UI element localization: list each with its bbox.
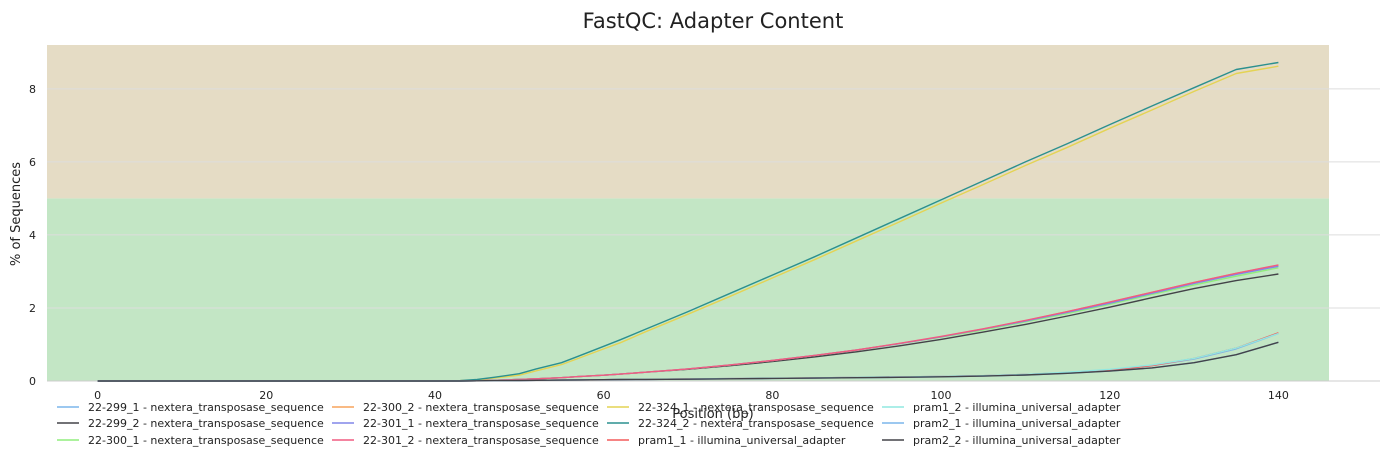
x-axis-ticks: 0 20 40 60 80 100 120 140: [94, 389, 1289, 402]
legend-item[interactable]: 22-324_2 - nextera_transposase_sequence: [607, 417, 874, 430]
legend-label: 22-300_2 - nextera_transposase_sequence: [363, 401, 599, 414]
legend-item[interactable]: 22-301_1 - nextera_transposase_sequence: [332, 417, 599, 430]
y-tick-label: 8: [29, 83, 36, 96]
legend: 22-299_1 - nextera_transposase_sequence 2…: [57, 401, 1121, 447]
legend-label: 22-300_1 - nextera_transposase_sequence: [88, 434, 324, 447]
legend-item[interactable]: 22-299_1 - nextera_transposase_sequence: [57, 401, 324, 414]
legend-label: 22-299_1 - nextera_transposase_sequence: [88, 401, 324, 414]
x-tick-label: 40: [428, 389, 442, 402]
legend-item[interactable]: 22-299_2 - nextera_transposase_sequence: [57, 417, 324, 430]
y-tick-label: 4: [29, 229, 36, 242]
x-tick-label: 80: [765, 389, 779, 402]
legend-label: 22-301_2 - nextera_transposase_sequence: [363, 434, 599, 447]
x-tick-label: 20: [259, 389, 273, 402]
legend-item[interactable]: 22-300_2 - nextera_transposase_sequence: [332, 401, 599, 414]
legend-item[interactable]: pram1_2 - illumina_universal_adapter: [882, 401, 1121, 414]
legend-label: pram2_2 - illumina_universal_adapter: [913, 434, 1121, 447]
legend-label: 22-301_1 - nextera_transposase_sequence: [363, 417, 599, 430]
legend-item[interactable]: pram2_2 - illumina_universal_adapter: [882, 434, 1121, 447]
legend-item[interactable]: 22-300_1 - nextera_transposase_sequence: [57, 434, 324, 447]
series-line-12: [97, 341, 1279, 382]
x-tick-label: 100: [931, 389, 952, 402]
legend-item[interactable]: pram1_1 - illumina_universal_adapter: [607, 434, 846, 447]
chart-title: FastQC: Adapter Content: [583, 9, 844, 33]
legend-item[interactable]: 22-324_1 - nextera_transposase_sequence: [607, 401, 874, 414]
legend-label: pram1_2 - illumina_universal_adapter: [913, 401, 1121, 414]
legend-label: 22-324_1 - nextera_transposase_sequence: [638, 401, 874, 414]
legend-label: pram1_1 - illumina_universal_adapter: [638, 434, 846, 447]
warn-band: [47, 45, 1329, 199]
legend-label: 22-324_2 - nextera_transposase_sequence: [638, 417, 874, 430]
legend-label: pram2_1 - illumina_universal_adapter: [913, 417, 1121, 430]
series-lines: [97, 61, 1279, 382]
y-axis-ticks: 0 2 4 6 8: [29, 83, 36, 388]
x-tick-label: 60: [597, 389, 611, 402]
legend-item[interactable]: 22-301_2 - nextera_transposase_sequence: [332, 434, 599, 447]
x-tick-label: 140: [1268, 389, 1289, 402]
x-tick-label: 0: [94, 389, 101, 402]
pass-band: [47, 198, 1329, 381]
x-axis-label: Position (bp): [672, 407, 753, 422]
threshold-bands: [47, 45, 1329, 381]
y-tick-label: 2: [29, 302, 36, 315]
y-tick-label: 6: [29, 156, 36, 169]
x-tick-label: 120: [1099, 389, 1120, 402]
legend-label: 22-299_2 - nextera_transposase_sequence: [88, 417, 324, 430]
y-tick-label: 0: [29, 375, 36, 388]
legend-item[interactable]: pram2_1 - illumina_universal_adapter: [882, 417, 1121, 430]
y-axis-label: % of Sequences: [9, 162, 24, 266]
